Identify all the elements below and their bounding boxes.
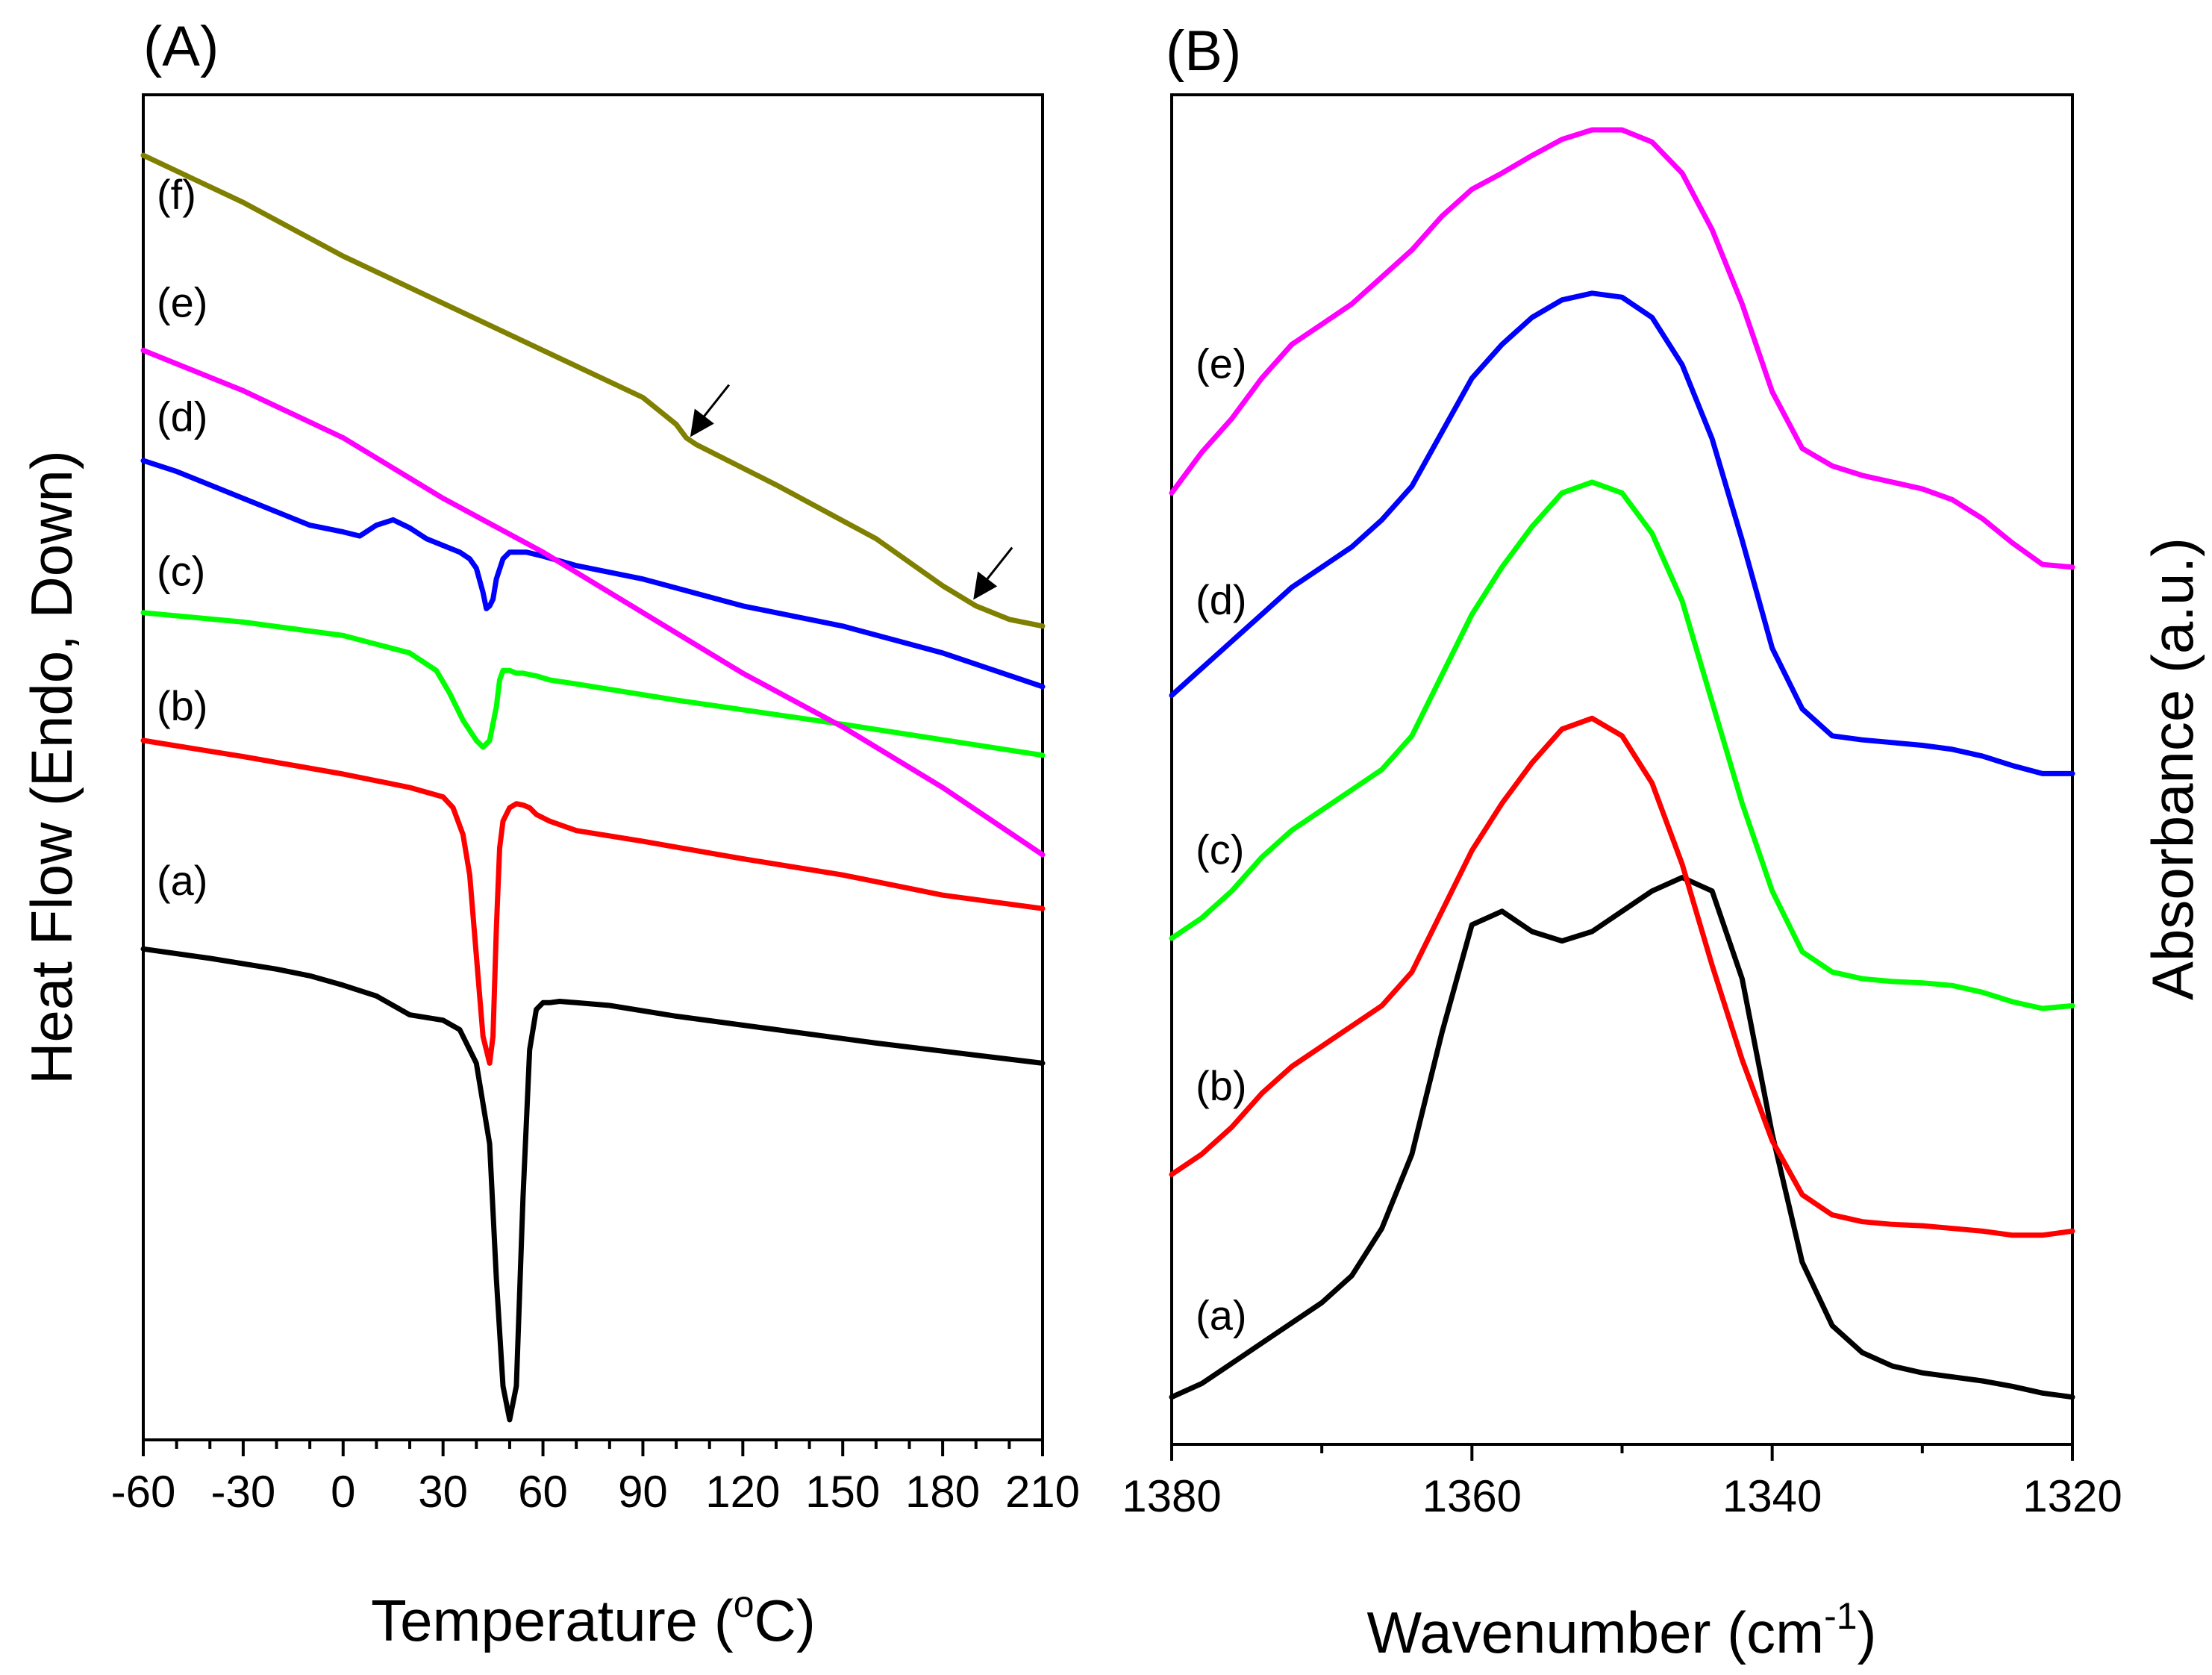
panel-a-x-tick-label: 120: [705, 1467, 780, 1517]
panel-a-series-label-e: (e): [157, 278, 207, 325]
panel-a-x-tick-label: 180: [905, 1467, 980, 1517]
panel-b-x-tick-labels: 1380 1360 1340 1320: [1122, 1471, 2122, 1521]
panel-b-curve-labels: (a) (b) (c) (d) (e): [1196, 340, 1246, 1339]
panel-b-x-tick-label: 1360: [1422, 1471, 1522, 1521]
panel-a-x-tick-label: 210: [1005, 1467, 1080, 1517]
panel-b-series-label-c: (c): [1196, 826, 1244, 873]
panel-a-series-label-f: (f): [157, 171, 196, 218]
panel-b-series-a: [1169, 875, 2075, 1400]
panel-a-x-minor-ticks: [175, 1440, 1011, 1449]
panel-b-series-d: [1169, 290, 2075, 776]
arrow-icon: [690, 384, 731, 437]
panel-a-series-f: [140, 152, 1046, 629]
panel-a-annotations: [690, 384, 1013, 600]
panel-a-plot-frame: [142, 93, 1044, 1441]
panel-b-x-tick-label: 1340: [1722, 1471, 1822, 1521]
panel-b-y-axis-label: Absorbance (a.u.): [2140, 537, 2205, 1000]
panel-a: (A) -60 -30 0 30 60 90 120 150 180 210 (a)(b)(c)(…: [19, 15, 1080, 1653]
panel-b-series-b: [1169, 715, 2075, 1238]
panel-b-series-label-e: (e): [1196, 340, 1246, 387]
panel-a-x-tick-labels: -60 -30 0 30 60 90 120 150 180 210: [111, 1467, 1080, 1517]
panel-b-series-label-a: (a): [1196, 1291, 1246, 1338]
panel-b-x-tick-label: 1380: [1122, 1471, 1221, 1521]
panel-a-curve-labels: (a) (b) (c) (d) (e) (f): [157, 171, 207, 904]
panel-a-x-tick-label: 60: [518, 1467, 568, 1517]
panel-a-series-c: [140, 610, 1046, 758]
panel-b: (B) 1380 1360 1340 1320 (a) (b) (c) (d) (e) Wav…: [1122, 19, 2205, 1665]
panel-a-series-label-b: (b): [157, 682, 207, 729]
panel-a-series-a: [140, 946, 1046, 1423]
panel-a-x-ticks: [142, 1440, 1044, 1456]
panel-a-x-tick-label: -30: [211, 1467, 276, 1517]
panel-b-series-e: [1169, 127, 2075, 570]
panel-b-series-c: [1169, 479, 2075, 1011]
panel-a-series-e: [140, 347, 1046, 858]
panel-b-series-label-b: (b): [1196, 1062, 1246, 1109]
panel-a-x-tick-label: 150: [805, 1467, 880, 1517]
panel-a-x-tick-label: 0: [331, 1467, 355, 1517]
panel-b-label: (B): [1166, 19, 1241, 83]
panel-a-series-d: [140, 458, 1046, 690]
panel-b-x-minor-ticks: [1320, 1444, 1924, 1453]
panel-a-x-tick-label: 90: [618, 1467, 668, 1517]
panel-a-x-tick-label: 30: [418, 1467, 468, 1517]
panel-a-series-label-d: (d): [157, 393, 207, 440]
panel-b-x-ticks: [1170, 1444, 2074, 1461]
panel-b-curves: [1169, 127, 2075, 1400]
panel-a-curves: [140, 152, 1046, 1423]
panel-a-x-axis-label: Temperature (oC): [371, 1583, 816, 1653]
arrow-icon: [973, 546, 1013, 600]
panel-b-series-label-d: (d): [1196, 576, 1246, 623]
panel-a-label: (A): [143, 15, 219, 78]
panel-a-series-label-a: (a): [157, 857, 207, 904]
panel-a-series-b: [140, 737, 1046, 1066]
panel-a-x-tick-label: -60: [111, 1467, 176, 1517]
panel-b-x-tick-label: 1320: [2022, 1471, 2122, 1521]
panel-a-series-label-c: (c): [157, 548, 205, 595]
panel-a-y-axis-label: Heat Flow (Endo, Down): [19, 450, 84, 1085]
panel-b-x-axis-label: Wavenumber (cm-1): [1366, 1595, 1876, 1665]
